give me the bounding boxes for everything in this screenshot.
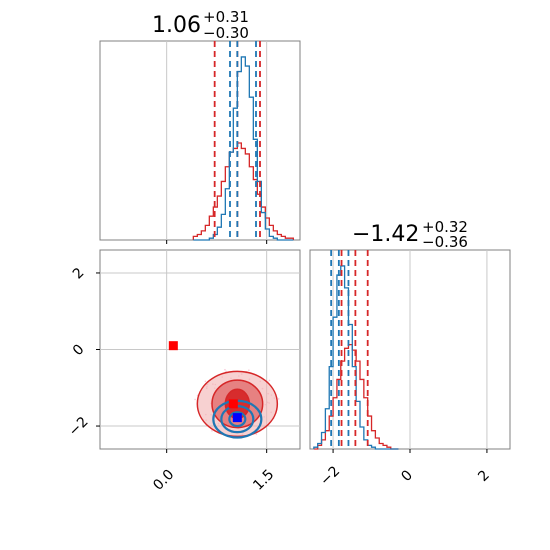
marginal-histogram-param-2: −2 0 2 −1.42 +0.32 −0.36: [309, 218, 511, 489]
x-tick-label: 2: [475, 467, 493, 485]
truth-marker: [228, 399, 238, 409]
truth-marker: [168, 341, 178, 351]
param-2-title-value: −1.42: [352, 222, 419, 247]
param-2-title-lower: −0.36: [422, 233, 468, 251]
sample-point: [248, 369, 250, 371]
blue-contour-level: [228, 411, 247, 428]
panel-frame: [99, 40, 301, 241]
sample-point: [211, 430, 213, 432]
joint-contour-panel: 0.0 1.5 −2 0 2: [66, 249, 301, 494]
histogram-series-1: [313, 265, 399, 450]
histogram-series-0: [192, 142, 294, 240]
y-tick-label: −2: [66, 414, 92, 440]
x-tick-label: 0.0: [150, 467, 177, 494]
param-1-title-value: 1.06: [152, 13, 201, 38]
x-tick-label: 0: [398, 467, 416, 485]
param-1-title-lower: −0.30: [203, 24, 249, 42]
y-tick-label: 2: [70, 265, 88, 283]
param-2-title-upper: +0.32: [422, 218, 468, 236]
sample-point: [255, 433, 258, 436]
param-1-title-upper: +0.31: [203, 8, 249, 26]
sample-point: [268, 379, 271, 382]
x-tick-label: 1.5: [250, 467, 277, 494]
y-tick-label: 0: [70, 341, 88, 359]
x-tick-label: −2: [317, 463, 343, 489]
sample-point: [277, 398, 280, 400]
marginal-histogram-param-1: 1.06 +0.31 −0.30: [99, 8, 301, 244]
sample-point: [224, 368, 226, 371]
truth-marker: [232, 413, 242, 423]
sample-point: [194, 398, 196, 401]
sample-point: [204, 380, 207, 383]
